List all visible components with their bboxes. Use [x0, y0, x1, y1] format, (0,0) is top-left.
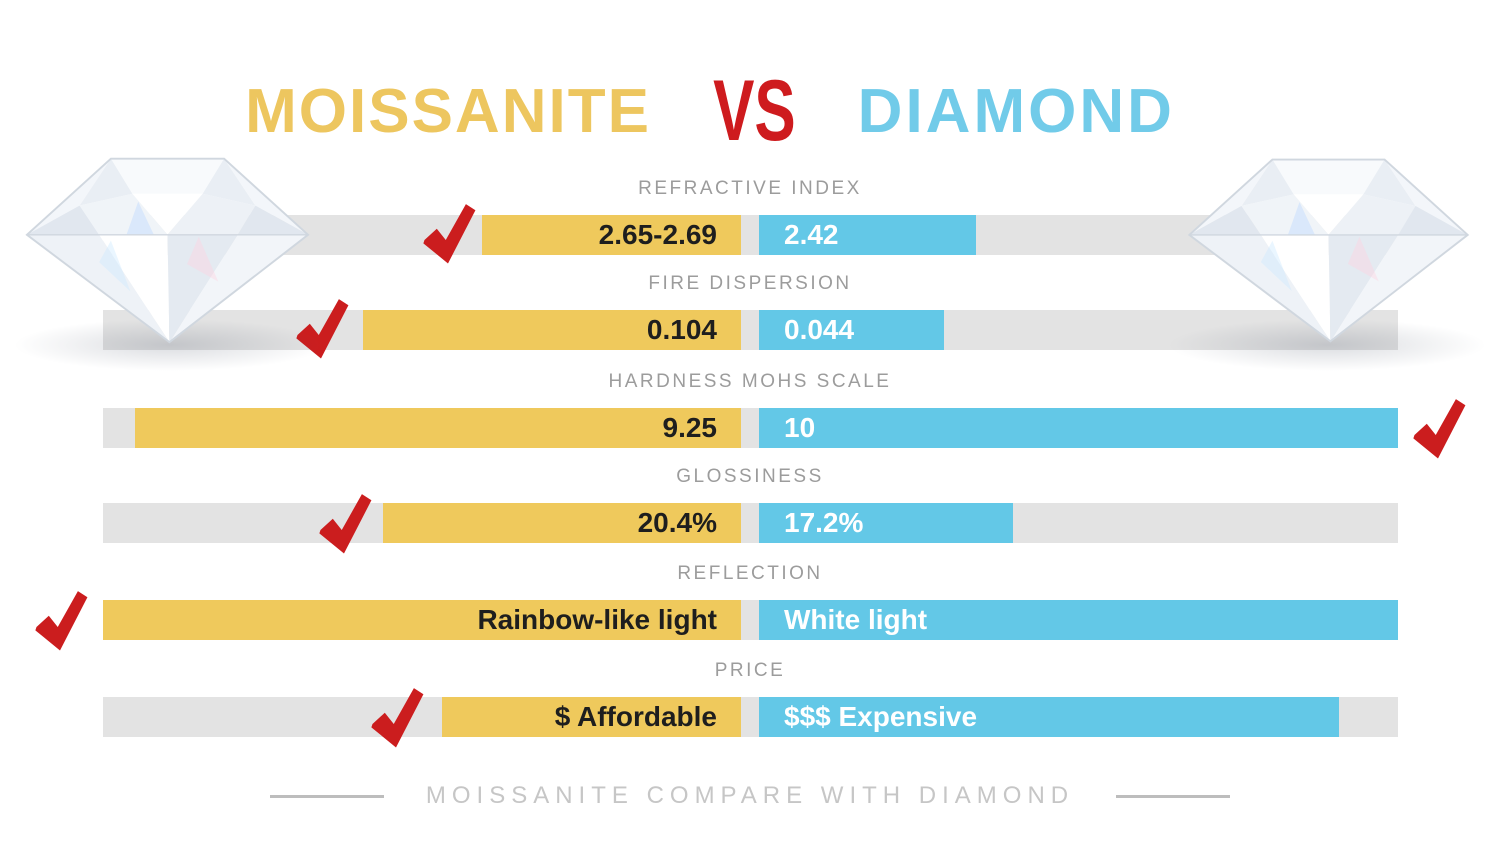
footer-caption: MOISSANITE COMPARE WITH DIAMOND — [425, 782, 1075, 809]
diamond-value: 2.42 — [784, 219, 839, 250]
checkmark-icon — [293, 298, 349, 362]
checkmark-icon — [420, 203, 476, 267]
checkmark-icon — [32, 590, 88, 654]
moissanite-value: 9.25 — [662, 412, 718, 443]
moissanite-value: 2.65-2.69 — [598, 219, 717, 250]
bar-track — [103, 215, 1398, 255]
diamond-bar: 10 — [759, 408, 1398, 448]
moissanite-value: 0.104 — [646, 314, 717, 345]
moissanite-gem-image — [20, 145, 315, 350]
footer-caption-group: MOISSANITE COMPARE WITH DIAMOND — [0, 782, 1500, 810]
title-vs: VS — [713, 63, 796, 159]
row-label: REFRACTIVE INDEX — [638, 178, 862, 199]
title-diamond: DIAMOND — [857, 77, 1175, 146]
title-moissanite: MOISSANITE — [245, 77, 651, 146]
moissanite-bar: $ Affordable — [442, 697, 741, 737]
row-label: REFLECTION — [677, 563, 823, 584]
page-title: MOISSANITE VS DIAMOND — [0, 62, 1420, 161]
footer-line-left — [269, 794, 384, 798]
diamond-bar: White light — [759, 600, 1398, 640]
row-label: GLOSSINESS — [676, 466, 824, 487]
diamond-value: 0.044 — [784, 314, 855, 345]
moissanite-bar: 0.104 — [363, 310, 741, 350]
moissanite-value: Rainbow-like light — [477, 604, 717, 635]
moissanite-bar: 2.65-2.69 — [482, 215, 741, 255]
moissanite-bar: 20.4% — [383, 503, 741, 543]
diamond-bar: 2.42 — [759, 215, 976, 255]
row-label: HARDNESS MOHS SCALE — [608, 371, 892, 392]
row-label: FIRE DISPERSION — [648, 273, 852, 294]
row-label: PRICE — [714, 660, 786, 681]
diamond-bar: 0.044 — [759, 310, 944, 350]
moissanite-bar: 9.25 — [135, 408, 741, 448]
diamond-value: $$$ Expensive — [784, 701, 978, 732]
diamond-gem-image — [1175, 146, 1482, 349]
diamond-bar: 17.2% — [759, 503, 1013, 543]
checkmark-icon — [1410, 398, 1466, 462]
moissanite-value: $ Affordable — [554, 701, 717, 732]
diamond-bar: $$$ Expensive — [759, 697, 1339, 737]
footer-line-right — [1116, 794, 1231, 798]
diamond-value: 17.2% — [784, 507, 864, 538]
checkmark-icon — [368, 687, 424, 751]
diamond-value: White light — [784, 604, 928, 635]
moissanite-value: 20.4% — [637, 507, 717, 538]
bar-track — [103, 503, 1398, 543]
diamond-value: 10 — [784, 412, 816, 443]
moissanite-bar: Rainbow-like light — [103, 600, 741, 640]
checkmark-icon — [316, 493, 372, 557]
